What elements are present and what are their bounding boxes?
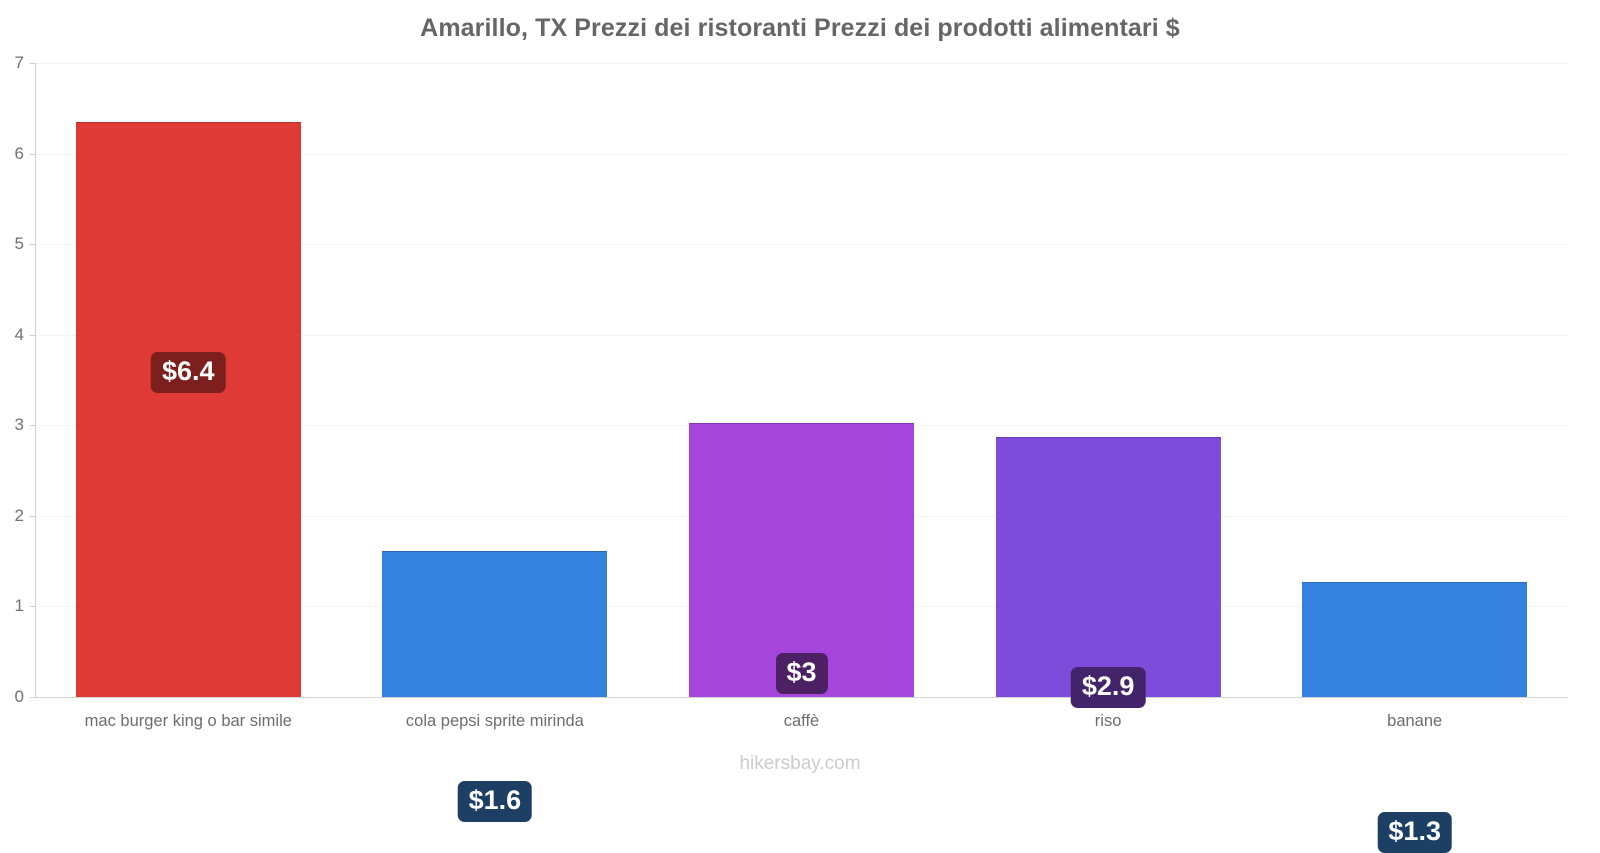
y-axis-tick-label: 0 (14, 687, 24, 706)
gridline (35, 697, 1568, 698)
x-axis-category-label: banane (1387, 712, 1443, 730)
y-axis-tick-mark (30, 425, 36, 426)
bar[interactable] (382, 551, 608, 697)
y-axis-tick-mark (30, 335, 36, 336)
y-axis-tick-label: 7 (14, 53, 24, 72)
y-axis-tick-mark (30, 154, 36, 155)
y-axis-tick-label: 1 (14, 596, 24, 616)
bar-value-label: $1.3 (1377, 811, 1452, 853)
y-axis-tick-mark (30, 63, 36, 64)
source-watermark: hikersbay.com (739, 753, 861, 774)
page-title: Amarillo, TX Prezzi dei ristoranti Prezz… (420, 14, 1180, 42)
y-axis-tick-label: 2 (14, 505, 24, 525)
gridline (35, 244, 1568, 245)
bar-value-label: $1.6 (457, 781, 533, 823)
bar-value-label: $6.4 (151, 351, 226, 393)
y-axis-tick-mark (30, 244, 36, 245)
bar[interactable] (689, 422, 914, 697)
y-axis-tick-label: 5 (14, 234, 24, 254)
y-axis-tick-mark (30, 606, 36, 607)
gridline (35, 335, 1568, 336)
bar-chart: Amarillo, TX Prezzi dei ristoranti Prezz… (14, 14, 1568, 853)
x-axis-category-label: caffè (783, 712, 820, 730)
y-axis-tick-mark (30, 516, 36, 517)
plot-area: $6.4 $1.6 $3 $2.9 $1.3 (35, 63, 1568, 853)
bar-value-label: $2.9 (1070, 667, 1146, 709)
x-axis-category-label: riso (1094, 712, 1122, 730)
gridline (35, 63, 1568, 64)
bar[interactable] (75, 121, 301, 697)
gridline (35, 154, 1568, 155)
y-axis-tick-mark (30, 697, 36, 698)
y-axis-tick-label: 6 (14, 143, 24, 163)
y-axis-tick-label: 3 (14, 415, 24, 435)
bar-value-label: $3 (775, 652, 828, 694)
x-axis-category-label: cola pepsi sprite mirinda (405, 712, 584, 730)
bar[interactable] (995, 437, 1221, 697)
bar[interactable] (1302, 581, 1528, 697)
y-axis-tick-label: 4 (14, 324, 24, 344)
y-axis-line (35, 63, 36, 698)
x-axis-category-label: mac burger king o bar simile (84, 712, 292, 730)
